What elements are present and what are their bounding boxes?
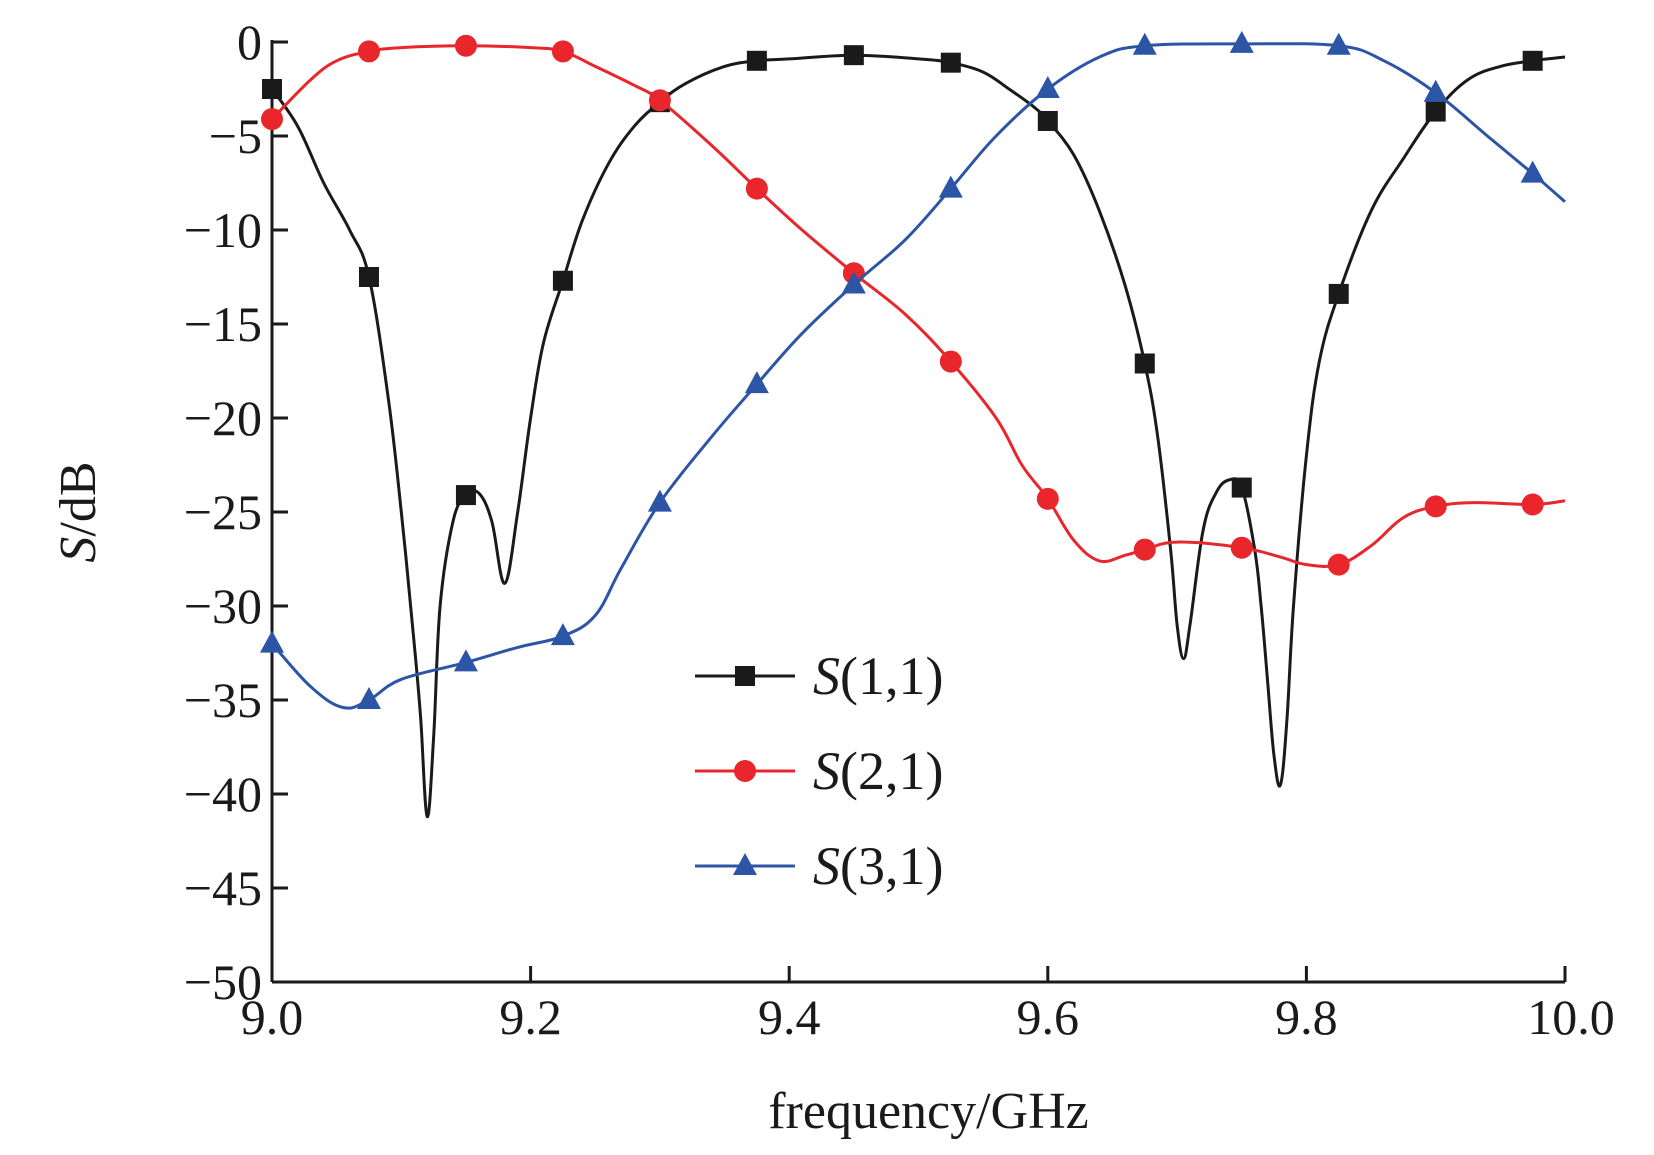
data-point — [454, 34, 477, 57]
data-point — [551, 40, 574, 63]
data-point — [1229, 30, 1254, 53]
y-ticks: 0 −5 −10 −15 −20 −25 −30 −35 −40 −45 −50 — [184, 14, 288, 1010]
data-point — [260, 630, 284, 653]
y-tick-label: −35 — [184, 672, 262, 728]
data-point — [1231, 477, 1252, 498]
data-point — [552, 270, 573, 291]
y-tick-label: −45 — [184, 860, 262, 916]
series-3 — [260, 30, 1566, 710]
x-ticks: 9.0 9.2 9.4 9.6 9.8 10.0 — [241, 966, 1615, 1045]
series-line — [270, 42, 1566, 710]
y-axis-label: S/dB — [50, 461, 107, 562]
data-point — [745, 177, 768, 200]
data-point — [1423, 79, 1448, 102]
y-tick-label: −5 — [209, 108, 262, 164]
data-point — [938, 175, 963, 198]
data-point — [1521, 493, 1544, 516]
data-point — [1424, 495, 1447, 518]
data-point — [550, 623, 575, 646]
legend-label: S(3,1) — [813, 836, 943, 896]
data-point — [358, 267, 379, 287]
data-point — [262, 79, 282, 99]
data-point — [1327, 553, 1350, 576]
data-point — [841, 271, 866, 294]
y-axis-label-italic: S — [50, 537, 107, 563]
x-tick-label: 9.2 — [499, 989, 562, 1045]
data-point — [940, 52, 961, 73]
legend-marker — [734, 760, 756, 782]
data-point — [1520, 160, 1545, 183]
x-tick-label: 9.6 — [1017, 989, 1080, 1045]
y-tick-label: 0 — [237, 14, 262, 70]
data-point — [843, 45, 864, 66]
y-axis-label-unit: /dB — [50, 461, 107, 536]
y-tick-label: −30 — [184, 578, 262, 634]
data-point — [1425, 101, 1446, 122]
data-point — [939, 350, 962, 373]
data-point — [1036, 487, 1059, 510]
series-2 — [261, 34, 1566, 576]
data-point — [453, 649, 478, 672]
y-tick-label: −50 — [184, 954, 262, 1010]
data-point — [1035, 76, 1060, 98]
data-point — [1132, 32, 1157, 55]
y-tick-label: −25 — [184, 484, 262, 540]
data-point — [261, 108, 283, 131]
legend-entry: S(1,1) — [695, 646, 943, 706]
legend-entry: S(2,1) — [695, 741, 943, 801]
legend-entry: S(3,1) — [695, 836, 943, 896]
y-tick-label: −10 — [184, 202, 262, 258]
x-tick-label: 9.4 — [758, 989, 821, 1045]
x-tick-label: 9.0 — [241, 989, 304, 1045]
data-point — [357, 40, 380, 63]
series-layer — [260, 30, 1566, 819]
x-axis-label: frequency/GHz — [768, 1083, 1089, 1140]
legend-label: S(2,1) — [813, 741, 943, 801]
data-point — [746, 50, 767, 71]
legend-marker — [733, 853, 757, 875]
y-tick-label: −40 — [184, 766, 262, 822]
y-tick-label: −15 — [184, 296, 262, 352]
legend-marker — [735, 666, 755, 686]
series-1 — [262, 45, 1566, 819]
data-point — [356, 687, 381, 709]
x-tick-label: 9.8 — [1275, 989, 1338, 1045]
data-point — [647, 489, 672, 512]
data-point — [648, 89, 671, 112]
legend: S(1,1) S(2,1) S(3,1) — [695, 646, 943, 896]
data-point — [1326, 32, 1351, 55]
data-point — [1522, 50, 1543, 71]
data-point — [744, 371, 769, 394]
y-tick-label: −20 — [184, 390, 262, 446]
x-tick-label: 10.0 — [1527, 989, 1615, 1045]
data-point — [1328, 283, 1349, 304]
data-point — [1133, 538, 1156, 561]
data-point — [1230, 536, 1253, 559]
data-point — [1037, 110, 1058, 131]
legend-label: S(1,1) — [813, 646, 943, 706]
data-point — [1134, 353, 1155, 374]
series-line — [270, 53, 1566, 819]
data-point — [455, 485, 476, 506]
plot-area: 0 −5 −10 −15 −20 −25 −30 −35 −40 −45 −50 9.0 9.2 9.4… — [184, 14, 1615, 1045]
